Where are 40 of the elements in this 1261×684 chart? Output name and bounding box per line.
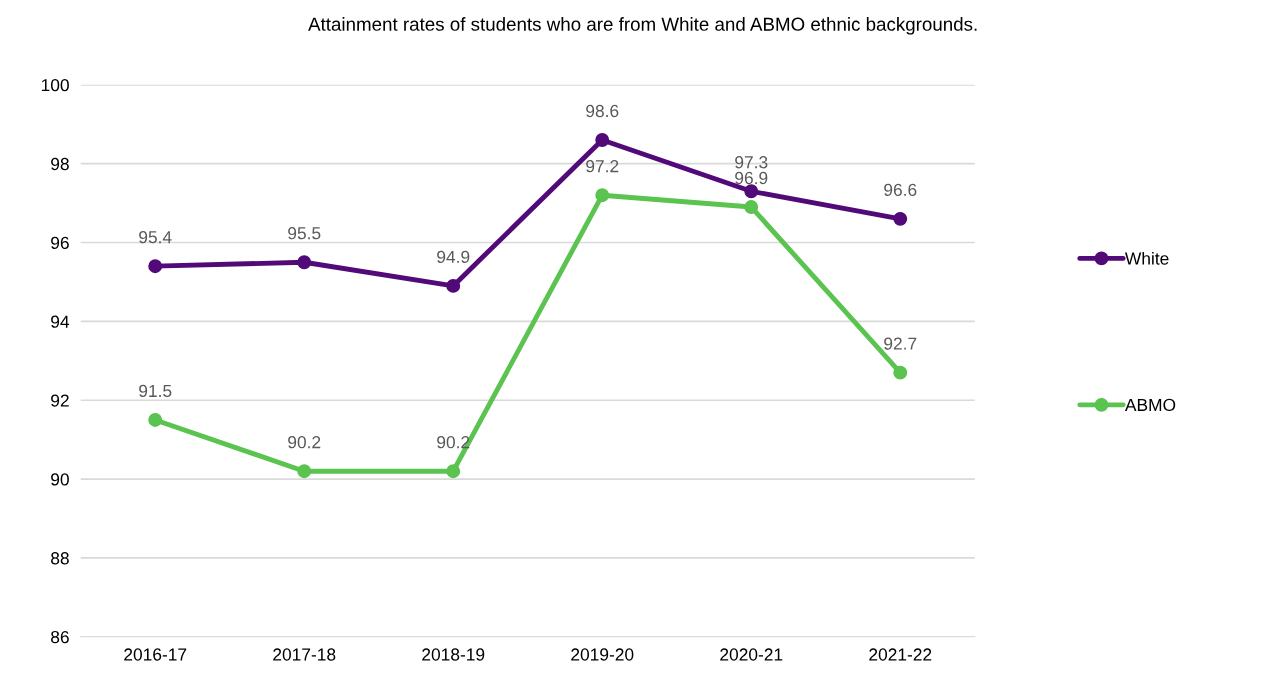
point [446,278,461,293]
x-tick-label: 2020-21 [720,648,783,661]
x-tick-label: 2016-17 [124,648,187,661]
data-label: 96.9 [735,171,768,185]
data-label: 96.6 [884,183,917,196]
data-label: 97.2 [586,160,619,173]
point [744,200,759,214]
data-label: 97.3 [735,156,768,169]
x-tick-label: 2018-19 [422,648,485,661]
data-label: 95.4 [139,231,172,244]
y-tick-label: 88 [51,552,69,565]
point [595,133,610,147]
point [148,413,163,427]
y-tick-label: 100 [41,78,69,92]
y-tick-label: 94 [51,315,70,328]
x-tick-label: 2021-22 [869,648,932,661]
data-label: 90.2 [288,436,321,449]
x-tick-label: 2019-20 [571,648,634,661]
point [744,184,759,199]
data-label: 92.7 [884,337,917,350]
data-label: 98.6 [586,104,619,118]
y-tick-label: 86 [51,630,69,644]
point [893,365,908,380]
y-tick-label: 96 [51,236,69,249]
legend-label: ABMO [1124,398,1176,412]
point [148,259,163,274]
chart-title: Attainment rates of students who are from White and ABMO ethnic backgrounds. [308,17,977,35]
y-tick-label: 92 [51,394,69,407]
x-tick-label: 2017-18 [273,648,336,661]
point [893,211,908,226]
y-tick-label: 98 [51,157,69,171]
data-label: 95.5 [288,227,321,240]
legend-label: White [1125,251,1169,265]
data-label: 91.5 [139,384,172,398]
point [446,464,461,479]
point [297,464,312,479]
point [297,255,312,270]
y-tick-label: 90 [51,473,69,486]
point [595,188,610,203]
data-label: 94.9 [437,250,470,264]
